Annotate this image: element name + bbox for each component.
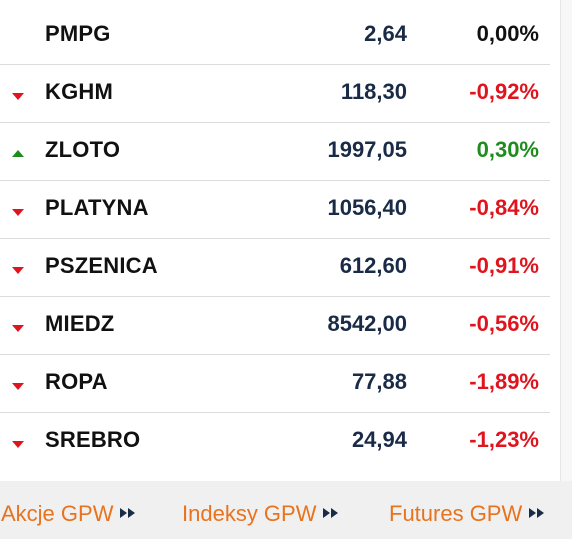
arrow-down-icon xyxy=(12,378,24,390)
instrument-change: -0,91% xyxy=(469,253,539,278)
quote-row[interactable]: PSZENICA 612,60 -0,91% xyxy=(0,239,550,297)
link-indeksy-gpw[interactable]: Indeksy GPW xyxy=(182,501,340,527)
quote-row[interactable]: ZLOTO 1997,05 0,30% xyxy=(0,123,550,181)
instrument-price: 24,94 xyxy=(351,427,407,452)
instrument-price: 1997,05 xyxy=(327,137,407,162)
instrument-name[interactable]: PLATYNA xyxy=(45,195,149,220)
quote-row[interactable]: SREBRO 24,94 -1,23% xyxy=(0,413,550,471)
quote-row[interactable]: PLATYNA 1056,40 -0,84% xyxy=(0,181,550,239)
instrument-name[interactable]: SREBRO xyxy=(45,427,141,452)
instrument-price: 77,88 xyxy=(351,369,407,394)
instrument-price: 118,30 xyxy=(340,79,407,104)
instrument-price: 612,60 xyxy=(339,253,407,278)
arrow-down-icon xyxy=(12,320,24,332)
instrument-name[interactable]: ZLOTO xyxy=(45,137,121,162)
quote-row[interactable]: ROPA 77,88 -1,89% xyxy=(0,355,550,413)
no-change-icon xyxy=(12,30,24,40)
link-label: Akcje GPW xyxy=(1,501,114,526)
link-label: Futures GPW xyxy=(389,501,523,526)
arrow-down-icon xyxy=(12,88,24,100)
instrument-name[interactable]: KGHM xyxy=(45,79,114,104)
instrument-change: -0,56% xyxy=(469,311,539,336)
instrument-change: -0,84% xyxy=(469,195,539,220)
link-futures-gpw[interactable]: Futures GPW xyxy=(389,501,546,527)
quotes-table: PMPG 2,64 0,00% KGHM 118,30 -0,92% ZLOTO… xyxy=(0,7,550,471)
footer-links: Akcje GPW Indeksy GPW Futures GPW xyxy=(0,481,572,539)
instrument-change: -1,23% xyxy=(469,427,539,452)
scrollbar[interactable] xyxy=(560,0,572,481)
quotes-panel: PMPG 2,64 0,00% KGHM 118,30 -0,92% ZLOTO… xyxy=(0,0,572,481)
fast-forward-icon xyxy=(529,508,545,519)
link-akcje-gpw[interactable]: Akcje GPW xyxy=(1,501,137,527)
link-label: Indeksy GPW xyxy=(182,501,317,526)
instrument-price: 8542,00 xyxy=(327,311,407,336)
arrow-down-icon xyxy=(12,204,24,216)
instrument-change: 0,00% xyxy=(476,21,539,46)
fast-forward-icon xyxy=(323,508,339,519)
instrument-name[interactable]: MIEDZ xyxy=(45,311,115,336)
instrument-name[interactable]: ROPA xyxy=(45,369,108,394)
quote-row[interactable]: KGHM 118,30 -0,92% xyxy=(0,65,550,123)
quote-row[interactable]: PMPG 2,64 0,00% xyxy=(0,7,550,65)
instrument-change: -1,89% xyxy=(469,369,539,394)
instrument-change: -0,92% xyxy=(469,79,539,104)
fast-forward-icon xyxy=(120,508,136,519)
instrument-name[interactable]: PMPG xyxy=(45,21,111,46)
instrument-name[interactable]: PSZENICA xyxy=(45,253,158,278)
quote-row[interactable]: MIEDZ 8542,00 -0,56% xyxy=(0,297,550,355)
arrow-down-icon xyxy=(12,262,24,274)
instrument-price: 2,64 xyxy=(364,21,407,46)
arrow-down-icon xyxy=(12,436,24,448)
arrow-up-icon xyxy=(12,146,24,157)
instrument-change: 0,30% xyxy=(476,137,539,162)
instrument-price: 1056,40 xyxy=(327,195,407,220)
